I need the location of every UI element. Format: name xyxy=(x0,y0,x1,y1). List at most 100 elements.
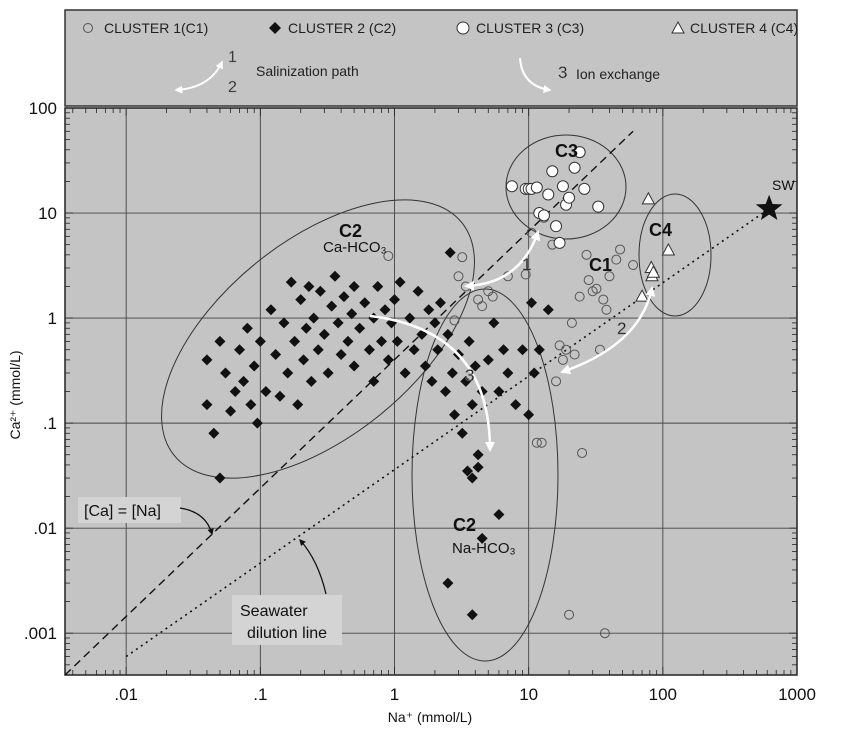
point-filled-diamond-45 xyxy=(376,335,388,347)
point-filled-diamond-85 xyxy=(528,367,540,379)
grid xyxy=(65,108,797,675)
point-filled-diamond-2 xyxy=(214,335,226,347)
point-filled-diamond-28 xyxy=(312,344,324,356)
label-seawater-box xyxy=(232,595,342,645)
point-filled-diamond-55 xyxy=(412,285,424,297)
point-filled-diamond-7 xyxy=(238,375,250,387)
point-open-circle-small-35 xyxy=(564,609,575,620)
point-open-circle-large-4 xyxy=(530,181,543,194)
arrow-label-2: 2 xyxy=(617,319,626,338)
label-seawater-line-1: Seawater xyxy=(240,603,308,620)
point-filled-diamond-73 xyxy=(469,360,481,372)
point-filled-diamond-46 xyxy=(379,304,391,316)
label-c1: C1 xyxy=(589,255,612,275)
point-filled-diamond-96 xyxy=(201,399,213,411)
point-filled-diamond-77 xyxy=(488,317,500,329)
point-filled-diamond-49 xyxy=(389,294,401,306)
legend-salinization-arrow xyxy=(174,60,223,94)
legend-label-c1: CLUSTER 1(C1) xyxy=(104,20,208,36)
legend-path-number-1: 1 xyxy=(228,49,237,66)
point-filled-diamond-47 xyxy=(382,354,394,366)
point-filled-diamond-58 xyxy=(423,304,435,316)
legend-label-c2: CLUSTER 2 (C2) xyxy=(288,20,396,36)
legend-label-c3: CLUSTER 3 (C3) xyxy=(476,20,584,36)
point-filled-diamond-0 xyxy=(201,354,213,366)
legend-path-number-3: 3 xyxy=(558,63,567,82)
point-filled-diamond-87 xyxy=(542,304,554,316)
point-filled-diamond-69 xyxy=(456,427,468,439)
point-filled-diamond-16 xyxy=(274,390,286,402)
point-filled-diamond-9 xyxy=(245,399,257,411)
legend-marker-c2 xyxy=(269,22,281,34)
point-filled-diamond-26 xyxy=(305,375,317,387)
point-filled-diamond-31 xyxy=(322,367,334,379)
point-filled-diamond-24 xyxy=(300,322,312,334)
point-filled-diamond-72 xyxy=(466,399,478,411)
point-filled-diamond-71 xyxy=(463,335,475,347)
label-c4: C4 xyxy=(649,220,672,240)
point-filled-diamond-20 xyxy=(289,335,301,347)
point-filled-diamond-98 xyxy=(368,375,380,387)
point-filled-diamond-15 xyxy=(270,349,282,361)
point-filled-diamond-92 xyxy=(493,508,505,520)
point-filled-diamond-29 xyxy=(314,285,326,297)
arrow-label-3: 3 xyxy=(465,366,474,385)
seawater-star-marker xyxy=(755,194,783,220)
legend-marker-c3 xyxy=(456,21,470,35)
point-filled-diamond-40 xyxy=(354,322,366,334)
point-filled-diamond-32 xyxy=(326,300,338,312)
legend-label-c4: CLUSTER 4 (C4) xyxy=(690,20,798,36)
point-filled-diamond-95 xyxy=(214,472,226,484)
arrow-salinization-2 xyxy=(560,286,656,375)
point-filled-diamond-80 xyxy=(502,367,514,379)
y-tick-label-1: .01 xyxy=(33,519,57,538)
point-filled-diamond-37 xyxy=(342,335,354,347)
point-open-circle-small-12 xyxy=(531,437,542,448)
point-filled-diamond-14 xyxy=(265,304,277,316)
point-filled-diamond-13 xyxy=(260,386,272,397)
minor-ticks xyxy=(65,108,797,676)
point-filled-diamond-84 xyxy=(526,297,538,309)
point-filled-diamond-8 xyxy=(241,322,253,334)
point-filled-diamond-70 xyxy=(460,375,472,387)
point-filled-diamond-74 xyxy=(472,449,484,461)
point-filled-diamond-83 xyxy=(523,409,535,421)
point-filled-diamond-23 xyxy=(298,354,310,366)
point-filled-diamond-86 xyxy=(533,344,545,356)
point-filled-diamond-19 xyxy=(285,276,297,288)
plot-background xyxy=(64,107,798,676)
point-filled-diamond-97 xyxy=(348,360,360,372)
point-open-circle-large-14 xyxy=(592,200,605,213)
label-c2-upper: C2 xyxy=(339,221,362,241)
line-ca-equals-na xyxy=(65,130,634,675)
pointer-seawater xyxy=(299,539,327,595)
label-na-hco3-text: Na-HCO₃ xyxy=(452,540,516,557)
envelope-c4 xyxy=(638,193,712,317)
point-filled-diamond-89 xyxy=(466,472,478,484)
x-axis-title: Na⁺ (mmol/L) xyxy=(388,709,472,725)
label-c3: C3 xyxy=(555,141,578,161)
x-tick-label-4: 100 xyxy=(649,685,677,704)
point-filled-diamond-38 xyxy=(346,308,358,320)
point-filled-diamond-22 xyxy=(295,294,307,306)
legend-marker-c4 xyxy=(671,20,685,34)
x-tick-label-0: .01 xyxy=(114,685,138,704)
point-filled-diamond-4 xyxy=(225,405,237,417)
point-open-circle-large-6 xyxy=(537,209,550,222)
legend: CLUSTER 1(C1) CLUSTER 2 (C2) CLUSTER 3 (… xyxy=(64,9,798,107)
point-filled-diamond-64 xyxy=(442,328,454,340)
point-open-circle-small-6 xyxy=(477,301,488,312)
data-points xyxy=(201,146,676,639)
y-tick-label-3: 1 xyxy=(48,309,57,328)
point-filled-diamond-42 xyxy=(363,344,375,356)
x-tick-label-1: .1 xyxy=(253,685,267,704)
point-filled-diamond-93 xyxy=(442,577,454,589)
point-open-triangle-4 xyxy=(646,265,661,278)
x-tick-label-2: 1 xyxy=(390,685,399,704)
point-open-triangle-5 xyxy=(661,242,676,256)
point-filled-diamond-90 xyxy=(472,461,484,473)
line-seawater-dilution xyxy=(125,208,770,658)
point-open-triangle-1 xyxy=(641,191,656,205)
label-seawater-line-2: dilution line xyxy=(247,625,327,642)
